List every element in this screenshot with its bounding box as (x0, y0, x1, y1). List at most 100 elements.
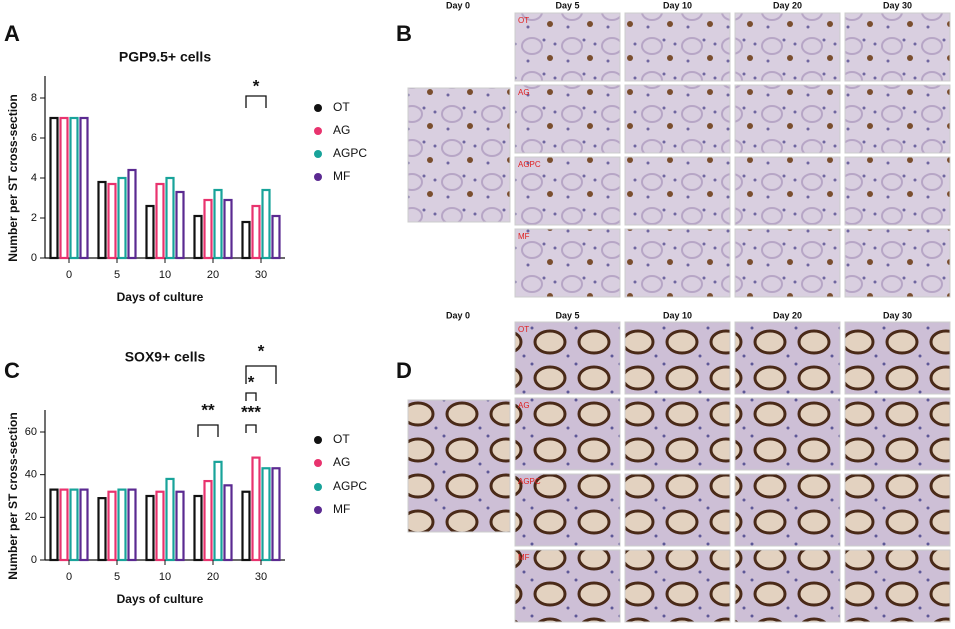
bar (155, 182, 165, 260)
micrograph (624, 473, 731, 547)
bar (145, 494, 155, 562)
y-tick-label: 8 (31, 92, 37, 104)
x-tick-label: 20 (207, 571, 219, 583)
significance-bracket (245, 424, 257, 433)
y-tick-label: 20 (25, 511, 37, 523)
x-tick-label: 30 (255, 269, 267, 281)
micrograph (624, 228, 731, 298)
panel-label: C (4, 358, 20, 383)
micrograph (407, 87, 511, 223)
bar (79, 116, 89, 260)
bar (193, 494, 203, 562)
micrograph (844, 321, 951, 395)
bar (155, 490, 165, 562)
micrograph (844, 549, 951, 623)
bar (97, 497, 107, 562)
y-tick-label: 40 (25, 469, 37, 481)
bar (203, 479, 213, 562)
micrograph (514, 549, 621, 623)
bar (59, 488, 69, 562)
micrograph (844, 228, 951, 298)
legend-marker (314, 483, 322, 491)
x-axis-label: Days of culture (117, 290, 204, 304)
micrograph (514, 84, 621, 154)
bar (223, 198, 233, 260)
bar (261, 467, 271, 562)
micrograph (514, 12, 621, 82)
micrograph (844, 397, 951, 471)
legend-marker (314, 459, 322, 467)
micrograph (514, 321, 621, 395)
column-header: Day 20 (773, 0, 802, 10)
bar (127, 168, 137, 260)
bar (79, 488, 89, 562)
significance-bracket (245, 365, 277, 384)
bar (49, 116, 59, 260)
column-header: Day 5 (555, 310, 579, 320)
bar (107, 182, 117, 260)
bar (117, 176, 127, 260)
column-header: Day 30 (883, 0, 912, 10)
bar (49, 488, 59, 562)
legend-label: MF (333, 169, 350, 183)
bar (223, 484, 233, 562)
significance-bracket (197, 424, 219, 437)
micrograph (514, 473, 621, 547)
bar (203, 198, 213, 260)
micrograph (844, 12, 951, 82)
legend-marker (314, 150, 322, 158)
row-label: AGPC (518, 477, 541, 486)
x-tick-label: 0 (66, 269, 72, 281)
significance-label: ** (201, 400, 215, 419)
y-tick-label: 2 (31, 212, 37, 224)
micrograph (624, 549, 731, 623)
legend-marker (314, 506, 322, 514)
legend-label: AG (333, 455, 350, 469)
bar (165, 477, 175, 562)
bar (251, 456, 261, 562)
legend-label: OT (333, 432, 350, 446)
column-header: Day 5 (555, 0, 579, 10)
y-tick-label: 6 (31, 132, 37, 144)
bar (251, 204, 261, 260)
row-label: AG (518, 88, 530, 97)
y-tick-label: 60 (25, 426, 37, 438)
bar (175, 490, 185, 562)
x-axis-label: Days of culture (117, 592, 204, 606)
significance-label: * (258, 341, 265, 360)
micrograph (734, 228, 841, 298)
micrograph (624, 397, 731, 471)
legend-marker (314, 436, 322, 444)
row-label: OT (518, 325, 529, 334)
y-axis-label: Number per ST cross-section (6, 94, 20, 261)
x-tick-label: 5 (114, 269, 120, 281)
x-tick-label: 30 (255, 571, 267, 583)
bar (107, 490, 117, 562)
y-tick-label: 0 (31, 554, 37, 566)
micrograph (407, 399, 511, 533)
x-tick-label: 5 (114, 571, 120, 583)
micrograph (844, 473, 951, 547)
column-header: Day 0 (446, 0, 470, 10)
significance-label: * (253, 76, 260, 95)
x-tick-label: 0 (66, 571, 72, 583)
row-label: MF (518, 232, 530, 241)
legend-marker (314, 104, 322, 112)
significance-label: * (248, 372, 255, 391)
bar (213, 460, 223, 562)
micrograph (624, 84, 731, 154)
micrograph (734, 156, 841, 226)
legend-label: AG (333, 123, 350, 137)
bar (241, 490, 251, 562)
micrograph (734, 12, 841, 82)
micrograph (734, 473, 841, 547)
panel-label: A (4, 21, 20, 46)
significance-bracket (245, 392, 257, 401)
chart-title: SOX9+ cells (125, 349, 206, 365)
bar (241, 220, 251, 260)
legend-label: AGPC (333, 479, 367, 493)
row-label: AGPC (518, 160, 541, 169)
significance-label: *** (241, 402, 261, 421)
bar (117, 488, 127, 562)
